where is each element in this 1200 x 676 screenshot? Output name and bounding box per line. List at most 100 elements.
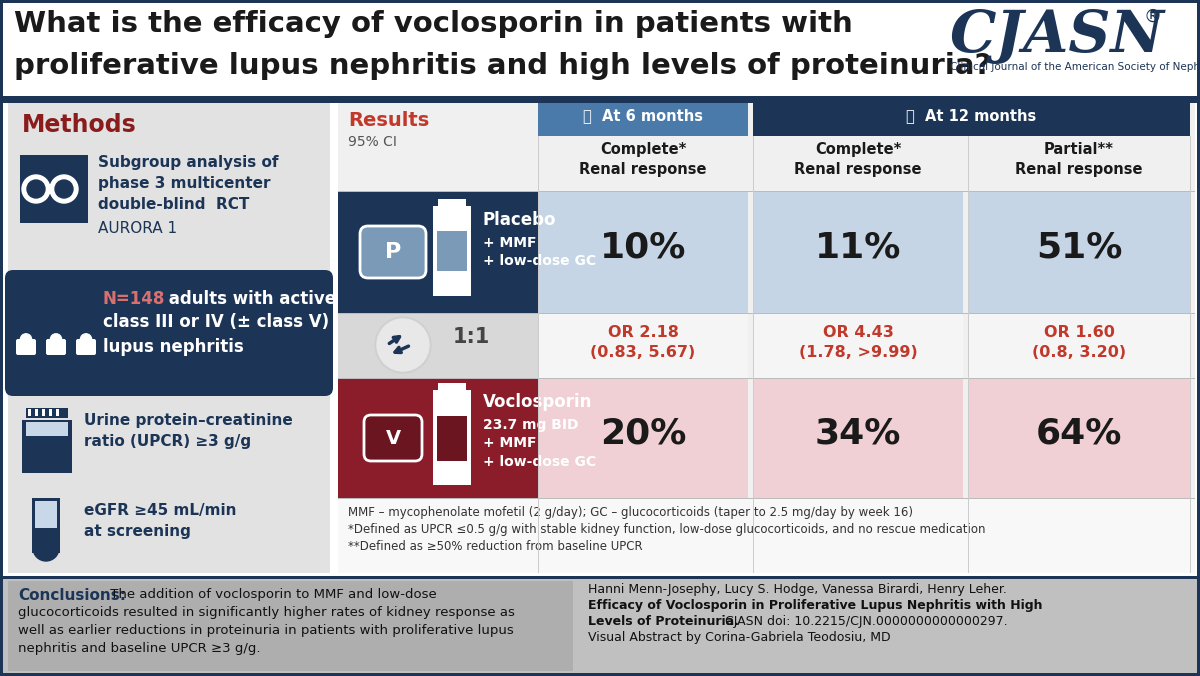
Bar: [338, 313, 1195, 314]
Text: class III or IV (± class V): class III or IV (± class V): [103, 313, 329, 331]
Text: 64%: 64%: [1036, 416, 1122, 450]
Circle shape: [80, 334, 91, 345]
Circle shape: [28, 180, 46, 198]
Text: eGFR ≥45 mL/min
at screening: eGFR ≥45 mL/min at screening: [84, 503, 236, 539]
Bar: [8, 581, 574, 671]
Text: Partial**
Renal response: Partial** Renal response: [1015, 142, 1142, 177]
Text: Visual Abstract by Corina-Gabriela Teodosiu, MD: Visual Abstract by Corina-Gabriela Teodo…: [588, 631, 890, 644]
Text: 11%: 11%: [815, 231, 901, 265]
Bar: [20, 155, 88, 223]
Bar: [22, 420, 72, 473]
Bar: [0, 0, 1200, 100]
Bar: [32, 498, 60, 553]
Bar: [338, 378, 1195, 379]
Bar: [338, 498, 1195, 499]
Text: well as earlier reductions in proteinuria in patients with proliferative lupus: well as earlier reductions in proteinuri…: [18, 624, 514, 637]
Text: V: V: [385, 429, 401, 448]
FancyBboxPatch shape: [76, 339, 96, 355]
Text: 95% CI: 95% CI: [348, 135, 397, 149]
Circle shape: [50, 334, 61, 345]
Text: Complete*
Renal response: Complete* Renal response: [794, 142, 922, 177]
Bar: [433, 206, 470, 296]
Bar: [538, 103, 748, 136]
Text: P: P: [385, 242, 401, 262]
Bar: [754, 103, 1190, 136]
Text: Levels of Proteinuria.: Levels of Proteinuria.: [588, 615, 739, 628]
Bar: [338, 191, 538, 313]
Text: AURORA 1: AURORA 1: [98, 221, 178, 236]
Bar: [968, 136, 1190, 191]
Bar: [0, 96, 1200, 103]
Bar: [42, 409, 46, 416]
Circle shape: [374, 317, 431, 373]
Bar: [28, 409, 31, 416]
Text: Urine protein–creatinine
ratio (UPCR) ≥3 g/g: Urine protein–creatinine ratio (UPCR) ≥3…: [84, 413, 293, 449]
Circle shape: [50, 175, 78, 203]
Text: nephritis and baseline UPCR ≥3 g/g.: nephritis and baseline UPCR ≥3 g/g.: [18, 642, 260, 655]
Bar: [36, 184, 64, 194]
Bar: [35, 501, 58, 528]
Text: Hanni Menn-Josephy, Lucy S. Hodge, Vanessa Birardi, Henry Leher.: Hanni Menn-Josephy, Lucy S. Hodge, Vanes…: [588, 583, 1007, 596]
Bar: [754, 313, 964, 378]
Text: Results: Results: [348, 111, 430, 130]
Bar: [0, 576, 1200, 579]
Bar: [338, 498, 1195, 573]
Bar: [437, 416, 467, 461]
FancyBboxPatch shape: [5, 270, 334, 396]
Text: + MMF
+ low-dose GC: + MMF + low-dose GC: [482, 236, 596, 268]
Bar: [0, 673, 1200, 676]
Text: Voclosporin: Voclosporin: [482, 393, 593, 411]
FancyBboxPatch shape: [46, 339, 66, 355]
Text: Conclusions:: Conclusions:: [18, 588, 126, 603]
FancyBboxPatch shape: [364, 415, 422, 461]
Bar: [338, 378, 538, 498]
Bar: [26, 422, 68, 436]
Bar: [0, 0, 1200, 3]
Text: *Defined as UPCR ≤0.5 g/g with stable kidney function, low-dose glucocorticoids,: *Defined as UPCR ≤0.5 g/g with stable ki…: [348, 523, 985, 536]
Text: CJASN doi: 10.2215/CJN.0000000000000297.: CJASN doi: 10.2215/CJN.0000000000000297.: [721, 615, 1008, 628]
Text: ®: ®: [1142, 8, 1162, 26]
Text: 1:1: 1:1: [454, 327, 491, 347]
Bar: [338, 313, 538, 378]
Bar: [538, 378, 748, 498]
Bar: [8, 103, 330, 573]
Text: OR 4.43
(1.78, >9.99): OR 4.43 (1.78, >9.99): [799, 325, 917, 360]
Text: The addition of voclosporin to MMF and low-dose: The addition of voclosporin to MMF and l…: [106, 588, 437, 601]
Bar: [438, 199, 466, 214]
Text: OR 1.60
(0.8, 3.20): OR 1.60 (0.8, 3.20): [1032, 325, 1126, 360]
Text: lupus nephritis: lupus nephritis: [103, 338, 244, 356]
Text: adults with active: adults with active: [163, 290, 336, 308]
Bar: [754, 378, 964, 498]
Bar: [438, 383, 466, 398]
Text: Subgroup analysis of
phase 3 multicenter
double-blind  RCT: Subgroup analysis of phase 3 multicenter…: [98, 155, 278, 212]
Bar: [538, 191, 748, 313]
FancyBboxPatch shape: [16, 339, 36, 355]
Text: OR 2.18
(0.83, 5.67): OR 2.18 (0.83, 5.67): [590, 325, 696, 360]
Bar: [1198, 0, 1200, 676]
Bar: [968, 378, 1190, 498]
Circle shape: [22, 175, 50, 203]
Text: 📅  At 6 months: 📅 At 6 months: [583, 108, 703, 123]
Text: 20%: 20%: [600, 416, 686, 450]
Text: 51%: 51%: [1036, 231, 1122, 265]
FancyBboxPatch shape: [360, 226, 426, 278]
Text: Efficacy of Voclosporin in Proliferative Lupus Nephritis with High: Efficacy of Voclosporin in Proliferative…: [588, 599, 1043, 612]
Text: 10%: 10%: [600, 231, 686, 265]
Circle shape: [20, 334, 31, 345]
Bar: [968, 191, 1190, 313]
Bar: [0, 0, 2, 676]
Text: Methods: Methods: [22, 113, 137, 137]
Circle shape: [377, 319, 430, 371]
Circle shape: [55, 180, 73, 198]
Bar: [754, 191, 964, 313]
Bar: [754, 136, 964, 191]
Bar: [433, 390, 470, 485]
Text: proliferative lupus nephritis and high levels of proteinuria?: proliferative lupus nephritis and high l…: [14, 52, 991, 80]
Text: 23.7 mg BID
+ MMF
+ low-dose GC: 23.7 mg BID + MMF + low-dose GC: [482, 418, 596, 468]
Bar: [338, 103, 1195, 573]
Bar: [538, 313, 748, 378]
Bar: [338, 191, 1195, 192]
Bar: [49, 409, 52, 416]
Bar: [968, 313, 1190, 378]
Bar: [35, 409, 38, 416]
